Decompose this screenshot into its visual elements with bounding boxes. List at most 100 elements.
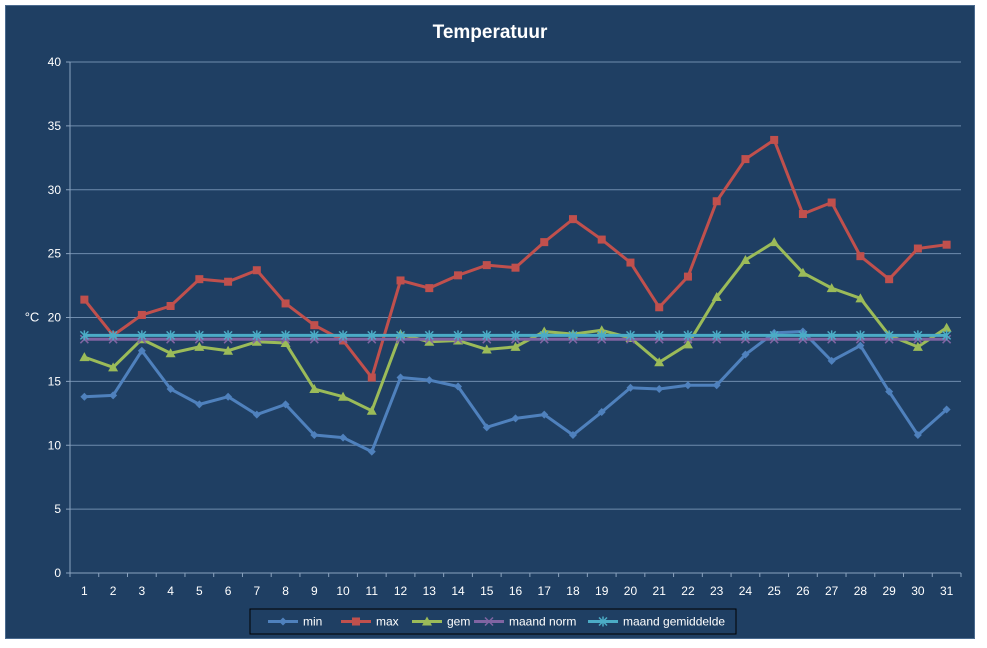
x-tick-label-23: 23 bbox=[710, 584, 724, 598]
point-max-9 bbox=[310, 321, 319, 330]
x-tick-label-5: 5 bbox=[196, 584, 203, 598]
point-gem-22 bbox=[682, 339, 693, 349]
point-max-3 bbox=[137, 310, 146, 319]
x-tick-label-6: 6 bbox=[225, 584, 232, 598]
x-tick-label-10: 10 bbox=[336, 584, 350, 598]
point-max-5 bbox=[195, 275, 204, 284]
point-maand-gemiddelde-17 bbox=[539, 330, 549, 341]
point-max-19 bbox=[597, 235, 606, 244]
point-gem-28 bbox=[855, 293, 866, 303]
y-tick-label-25: 25 bbox=[48, 247, 62, 261]
y-tick-label-35: 35 bbox=[48, 119, 62, 133]
point-gem-26 bbox=[797, 267, 808, 277]
point-min-5 bbox=[195, 400, 204, 409]
point-max-21 bbox=[655, 303, 664, 312]
point-maand-gemiddelde-25 bbox=[769, 330, 779, 341]
x-tick-label-22: 22 bbox=[681, 584, 695, 598]
legend-item-max: max bbox=[341, 615, 399, 629]
y-axis-label: °C bbox=[25, 310, 40, 325]
series-max bbox=[80, 135, 951, 382]
x-tick-label-18: 18 bbox=[566, 584, 580, 598]
point-maand-gemiddelde-11 bbox=[367, 330, 377, 341]
y-tick-label-30: 30 bbox=[48, 183, 62, 197]
series-layer bbox=[79, 135, 952, 456]
point-maand-gemiddelde-30 bbox=[913, 330, 923, 341]
point-min-14 bbox=[454, 382, 463, 391]
x-tick-label-21: 21 bbox=[653, 584, 667, 598]
point-max-11 bbox=[367, 373, 376, 382]
point-max-30 bbox=[913, 244, 922, 253]
x-tick-label-25: 25 bbox=[767, 584, 781, 598]
legend-item-maand-norm: maand norm bbox=[474, 615, 576, 629]
point-maand-gemiddelde-6 bbox=[223, 330, 233, 341]
point-gem-8 bbox=[280, 338, 291, 348]
series-maand-gemiddelde bbox=[79, 330, 952, 341]
point-min-23 bbox=[712, 381, 721, 390]
point-min-1 bbox=[80, 392, 89, 401]
chart-title: Temperatuur bbox=[433, 22, 548, 43]
point-gem-15 bbox=[481, 344, 492, 354]
point-min-27 bbox=[827, 356, 836, 365]
point-maand-gemiddelde-5 bbox=[194, 330, 204, 341]
gridlines bbox=[70, 61, 961, 510]
point-maand-gemiddelde-31 bbox=[942, 330, 952, 341]
point-gem-13 bbox=[424, 336, 435, 346]
point-maand-gemiddelde-16 bbox=[510, 330, 521, 341]
point-min-17 bbox=[540, 410, 549, 419]
x-tick-label-7: 7 bbox=[253, 584, 260, 598]
point-maand-gemiddelde-9 bbox=[309, 330, 319, 341]
point-gem-31 bbox=[941, 322, 952, 332]
point-min-24 bbox=[741, 350, 750, 359]
point-gem-5 bbox=[194, 341, 205, 351]
point-min-13 bbox=[425, 376, 434, 385]
x-tick-label-26: 26 bbox=[796, 584, 810, 598]
point-max-24 bbox=[741, 155, 750, 164]
point-min-30 bbox=[913, 431, 922, 440]
legend-swatch-marker bbox=[598, 616, 608, 627]
legend-label-min: min bbox=[303, 615, 322, 629]
point-min-22 bbox=[683, 381, 692, 390]
point-max-31 bbox=[942, 240, 951, 249]
point-maand-gemiddelde-23 bbox=[712, 330, 722, 341]
point-min-10 bbox=[339, 433, 348, 442]
point-gem-21 bbox=[654, 357, 665, 367]
legend-item-min: min bbox=[268, 615, 322, 629]
point-gem-2 bbox=[108, 362, 119, 372]
x-tick-label-27: 27 bbox=[825, 584, 839, 598]
x-tick-label-9: 9 bbox=[311, 584, 318, 598]
point-max-20 bbox=[626, 258, 635, 267]
point-maand-gemiddelde-21 bbox=[654, 330, 664, 341]
point-min-6 bbox=[224, 392, 233, 401]
point-max-27 bbox=[827, 198, 836, 207]
point-max-8 bbox=[281, 299, 290, 308]
x-tick-label-8: 8 bbox=[282, 584, 289, 598]
legend-label-gem: gem bbox=[447, 615, 470, 629]
legend-swatch-marker bbox=[352, 617, 360, 626]
point-gem-1 bbox=[79, 352, 90, 362]
point-maand-gemiddelde-18 bbox=[568, 330, 578, 341]
legend: min max gem maand norm maand gemiddelde bbox=[249, 608, 737, 635]
point-maand-gemiddelde-4 bbox=[166, 330, 176, 341]
legend-swatch-marker bbox=[279, 617, 287, 626]
point-gem-9 bbox=[309, 384, 320, 394]
point-gem-25 bbox=[769, 237, 780, 247]
point-maand-gemiddelde-1 bbox=[79, 330, 89, 341]
y-tick-label-10: 10 bbox=[48, 438, 62, 452]
x-tick-label-16: 16 bbox=[509, 584, 523, 598]
x-tick-label-19: 19 bbox=[595, 584, 609, 598]
x-tick-label-4: 4 bbox=[167, 584, 174, 598]
point-maand-gemiddelde-8 bbox=[281, 330, 291, 341]
point-maand-gemiddelde-14 bbox=[453, 330, 463, 341]
point-max-4 bbox=[166, 302, 175, 311]
legend-label-maand-gemiddelde: maand gemiddelde bbox=[623, 615, 725, 629]
point-gem-7 bbox=[251, 336, 262, 346]
point-maand-gemiddelde-22 bbox=[683, 330, 693, 341]
point-max-25 bbox=[770, 135, 779, 144]
series-gem bbox=[79, 237, 952, 415]
point-max-23 bbox=[712, 197, 721, 206]
point-max-18 bbox=[568, 215, 577, 224]
point-min-4 bbox=[166, 385, 175, 394]
point-maand-gemiddelde-10 bbox=[338, 330, 348, 341]
point-gem-4 bbox=[165, 348, 176, 358]
point-min-16 bbox=[511, 414, 520, 423]
